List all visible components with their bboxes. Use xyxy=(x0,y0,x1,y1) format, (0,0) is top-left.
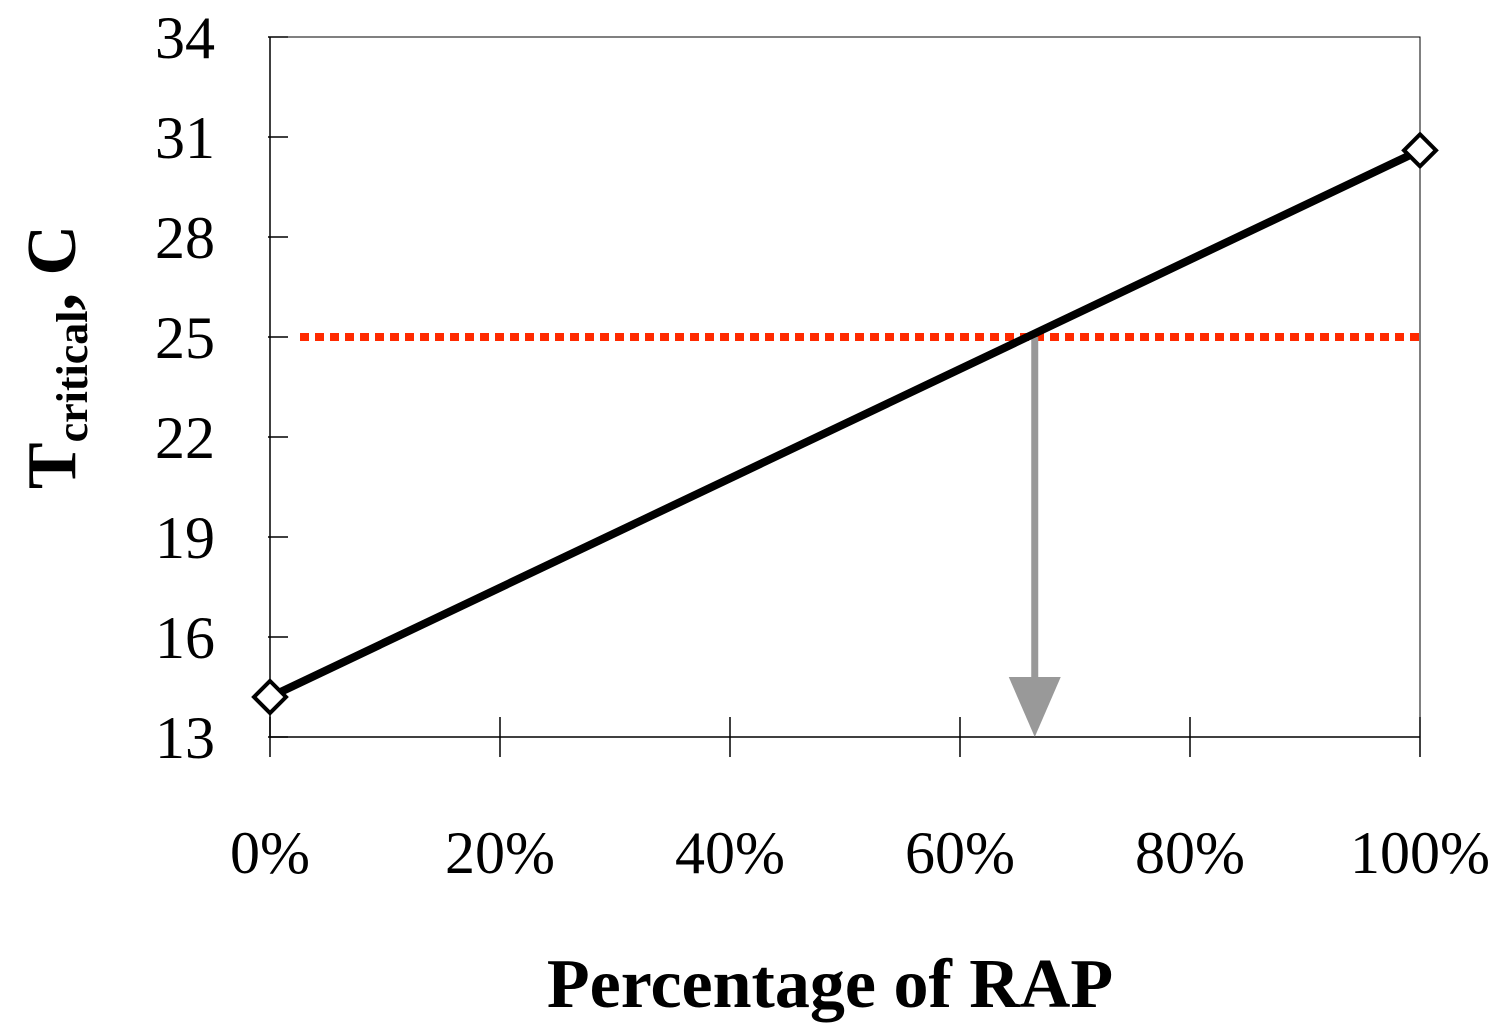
y-tick-label: 31 xyxy=(155,105,215,171)
plot-area xyxy=(269,36,1421,738)
y-tick-label: 19 xyxy=(155,505,215,571)
series-line xyxy=(268,146,1422,701)
y-axis-title-suffix: , C xyxy=(14,225,91,311)
y-tick-label: 13 xyxy=(155,705,215,771)
x-tick-label: 100% xyxy=(1350,820,1490,886)
plot-border xyxy=(269,36,1421,738)
y-axis-title-subscript: critical xyxy=(48,310,97,442)
y-axis-title-main: T xyxy=(14,442,91,489)
y-tick-label: 16 xyxy=(155,605,215,671)
y-tick-label: 22 xyxy=(155,405,215,471)
x-tick-label: 80% xyxy=(1135,820,1245,886)
x-tick-label: 60% xyxy=(905,820,1015,886)
indicator-arrow-head xyxy=(1008,677,1061,737)
y-axis-title: Tcritical, C xyxy=(14,225,97,489)
x-axis-title: Percentage of RAP xyxy=(547,946,1113,1023)
y-tick-label: 34 xyxy=(155,5,215,71)
x-tick-label: 20% xyxy=(445,820,555,886)
x-axis: 0% 20% 40% 60% 80% 100% xyxy=(230,717,1490,886)
x-tick-label: 40% xyxy=(675,820,785,886)
reference-layer xyxy=(300,333,1420,737)
y-axis: 13 16 19 22 25 28 31 34 xyxy=(155,5,288,771)
data-point-marker xyxy=(251,678,289,716)
y-tick-label: 28 xyxy=(155,205,215,271)
y-tick-label: 25 xyxy=(155,305,215,371)
data-point-marker xyxy=(1401,131,1439,170)
series-layer xyxy=(251,131,1439,716)
x-tick-label: 0% xyxy=(230,820,310,886)
